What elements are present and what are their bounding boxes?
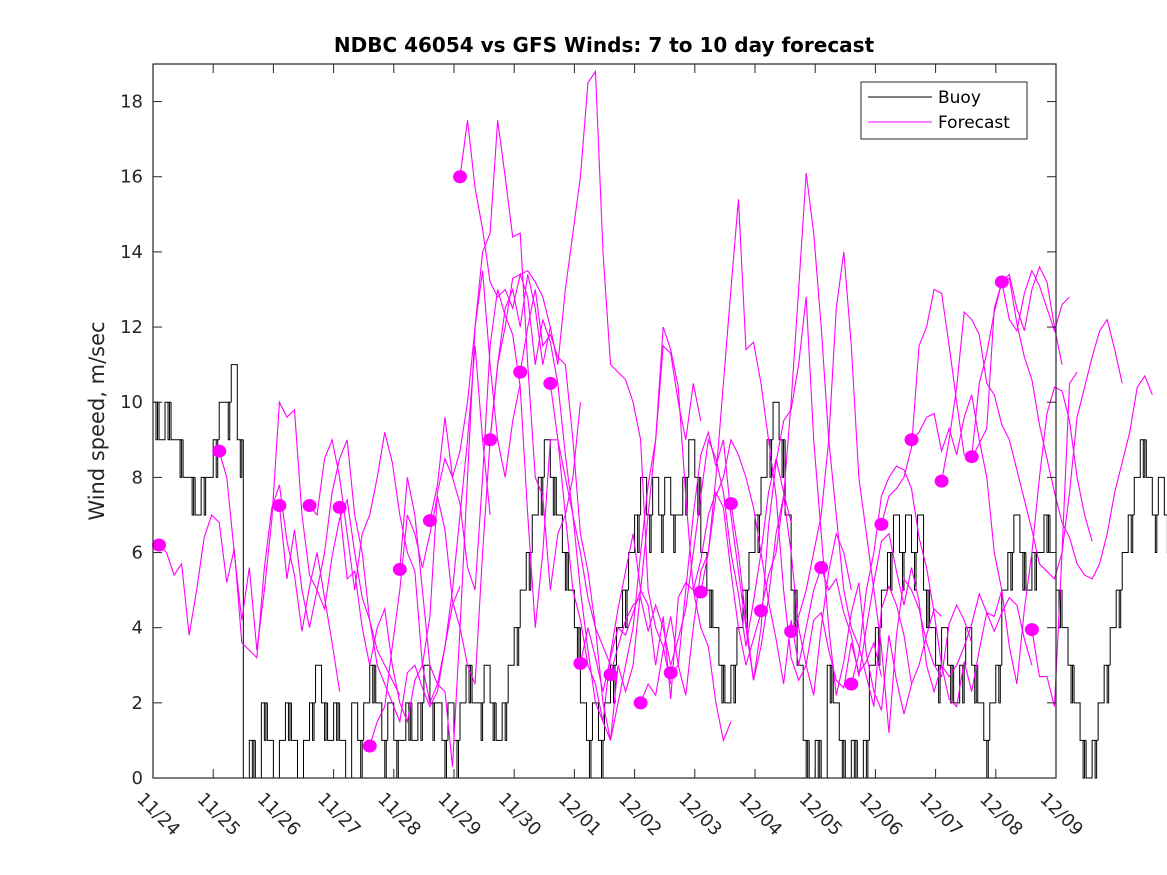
y-tick-label: 16 bbox=[120, 167, 143, 188]
forecast-start-marker bbox=[513, 365, 528, 379]
chart-title: NDBC 46054 vs GFS Winds: 7 to 10 day for… bbox=[334, 33, 875, 57]
forecast-line bbox=[760, 172, 943, 707]
x-tick-label: 12/02 bbox=[614, 789, 666, 841]
legend-forecast-label: Forecast bbox=[938, 113, 1010, 133]
forecast-line bbox=[700, 199, 882, 689]
forecast-start-marker bbox=[302, 499, 317, 513]
y-tick-label: 0 bbox=[132, 768, 143, 789]
forecast-line bbox=[941, 310, 1123, 580]
forecast-start-marker bbox=[814, 561, 829, 575]
y-tick-label: 8 bbox=[132, 467, 143, 488]
forecast-start-marker bbox=[212, 444, 227, 458]
y-tick-label: 18 bbox=[120, 92, 143, 113]
legend-box bbox=[860, 81, 1028, 140]
forecast-line bbox=[339, 270, 521, 724]
x-tick-label: 12/01 bbox=[554, 789, 606, 841]
forecast-start-marker bbox=[723, 497, 738, 511]
forecast-line bbox=[911, 386, 1093, 685]
x-tick-label: 11/24 bbox=[132, 789, 184, 841]
forecast-line bbox=[309, 345, 491, 705]
legend-buoy-label: Buoy bbox=[938, 88, 981, 108]
x-tick-label: 11/29 bbox=[433, 789, 485, 841]
forecast-line bbox=[640, 438, 822, 704]
forecast-start-marker bbox=[934, 474, 949, 488]
y-tick-label: 12 bbox=[120, 317, 143, 338]
forecast-start-marker bbox=[754, 604, 769, 618]
x-tick-label: 12/09 bbox=[1035, 789, 1087, 841]
legend: Buoy Forecast bbox=[860, 81, 1028, 140]
plot-area bbox=[152, 63, 1167, 779]
y-tick-label: 14 bbox=[120, 242, 143, 263]
forecast-line bbox=[670, 430, 852, 696]
forecast-start-marker bbox=[483, 433, 498, 447]
x-tick-label: 11/28 bbox=[373, 789, 425, 841]
y-tick-label: 10 bbox=[120, 392, 143, 413]
y-tick-label: 4 bbox=[132, 618, 143, 639]
forecast-start-marker bbox=[272, 499, 287, 513]
plot-frame bbox=[152, 63, 1057, 779]
x-tick-label: 11/27 bbox=[313, 789, 365, 841]
forecast-start-marker bbox=[693, 585, 708, 599]
forecast-line bbox=[1031, 371, 1078, 707]
y-axis: 0 2 4 6 8 10 12 14 16 18 bbox=[120, 92, 1056, 789]
forecast-start-marker bbox=[543, 376, 558, 390]
forecast-start-marker bbox=[874, 517, 889, 531]
forecast-line bbox=[278, 439, 461, 724]
forecast-start-marker bbox=[904, 433, 919, 447]
forecast-line bbox=[790, 251, 973, 733]
forecast-start-marker bbox=[392, 562, 407, 576]
y-tick-label: 2 bbox=[132, 693, 143, 714]
x-tick-label: 11/25 bbox=[193, 789, 245, 841]
x-tick-label: 12/05 bbox=[795, 789, 847, 841]
forecast-start-marker bbox=[844, 677, 859, 691]
forecast-line bbox=[399, 120, 581, 767]
forecast-line bbox=[429, 289, 612, 666]
x-tick-label: 12/06 bbox=[855, 789, 907, 841]
y-tick-label: 6 bbox=[132, 543, 143, 564]
forecast-line bbox=[579, 490, 762, 700]
forecast-start-marker bbox=[332, 500, 347, 514]
x-tick-label: 12/07 bbox=[915, 789, 967, 841]
forecast-line bbox=[489, 69, 672, 685]
forecast-start-marker bbox=[784, 624, 799, 638]
forecast-start-marker bbox=[603, 668, 618, 682]
forecast-line bbox=[730, 296, 913, 715]
forecast-line bbox=[850, 465, 1033, 708]
forecast-start-marker bbox=[1024, 623, 1039, 637]
forecast-start-marker bbox=[633, 696, 648, 710]
x-tick-label: 11/30 bbox=[494, 789, 546, 841]
forecast-start-marker bbox=[152, 538, 167, 552]
forecast-line bbox=[158, 484, 341, 692]
plot-background bbox=[153, 64, 1056, 778]
x-tick-label: 12/04 bbox=[734, 789, 786, 841]
x-tick-label: 11/26 bbox=[253, 789, 305, 841]
forecast-start-marker bbox=[422, 514, 437, 528]
forecast-line bbox=[820, 532, 1003, 694]
y-axis-label: Wind speed, m/sec bbox=[85, 321, 109, 520]
forecast-markers bbox=[152, 170, 1039, 753]
forecast-start-marker bbox=[994, 275, 1009, 289]
forecast-start-marker bbox=[573, 656, 588, 670]
forecast-line bbox=[459, 120, 642, 722]
x-tick-label: 12/08 bbox=[975, 789, 1027, 841]
forecast-start-marker bbox=[453, 170, 468, 184]
forecast-start-marker bbox=[964, 450, 979, 464]
forecast-start-marker bbox=[362, 739, 377, 753]
forecast-series-group bbox=[158, 69, 1153, 767]
forecast-line bbox=[1001, 269, 1070, 333]
x-tick-label: 12/03 bbox=[674, 789, 726, 841]
forecast-start-marker bbox=[663, 666, 678, 680]
